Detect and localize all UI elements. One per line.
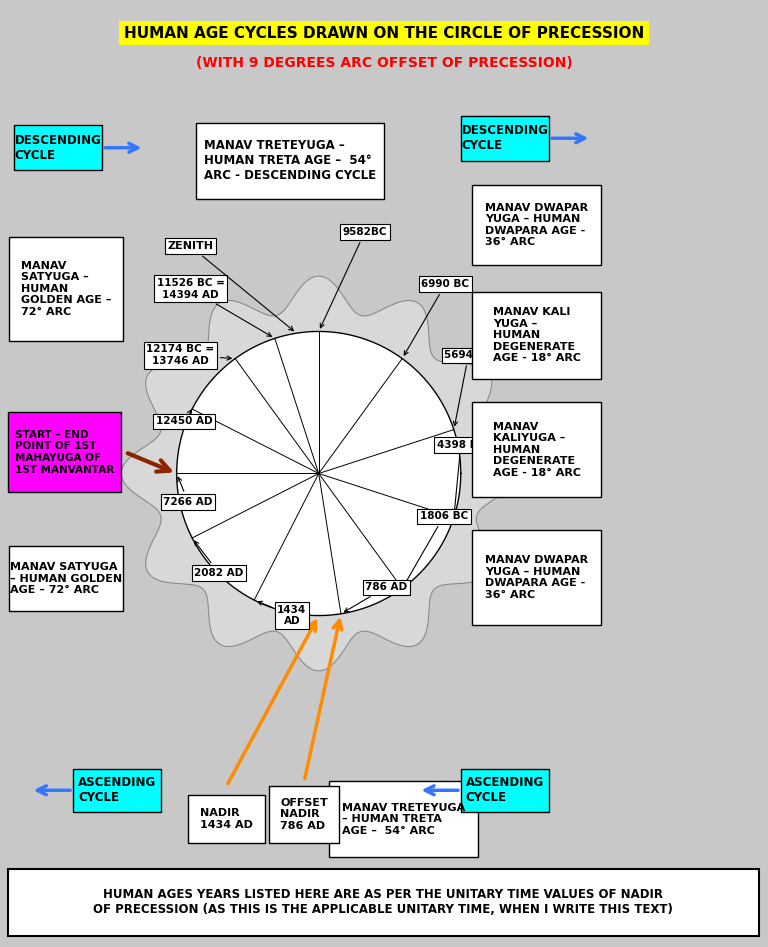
FancyBboxPatch shape <box>329 781 478 857</box>
FancyBboxPatch shape <box>461 116 549 161</box>
FancyBboxPatch shape <box>472 292 601 379</box>
Text: OFFSET
NADIR
786 AD: OFFSET NADIR 786 AD <box>280 797 328 831</box>
Text: 9582BC: 9582BC <box>320 227 387 328</box>
Text: HUMAN AGES YEARS LISTED HERE ARE AS PER THE UNITARY TIME VALUES OF NADIR
OF PREC: HUMAN AGES YEARS LISTED HERE ARE AS PER … <box>93 888 674 917</box>
Text: ZENITH: ZENITH <box>167 241 293 331</box>
FancyBboxPatch shape <box>472 185 601 265</box>
Text: 2082 AD: 2082 AD <box>194 541 243 578</box>
Text: HUMAN AGE CYCLES DRAWN ON THE CIRCLE OF PRECESSION: HUMAN AGE CYCLES DRAWN ON THE CIRCLE OF … <box>124 26 644 41</box>
Text: MANAV KALI
YUGA –
HUMAN
DEGENERATE
AGE - 18° ARC: MANAV KALI YUGA – HUMAN DEGENERATE AGE -… <box>493 307 581 364</box>
Text: 12174 BC =
13746 AD: 12174 BC = 13746 AD <box>147 345 231 366</box>
Text: MANAV DWAPAR
YUGA – HUMAN
DWAPARA AGE -
36° ARC: MANAV DWAPAR YUGA – HUMAN DWAPARA AGE - … <box>485 203 588 247</box>
Text: DESCENDING
CYCLE: DESCENDING CYCLE <box>462 124 548 152</box>
Text: MANAV DWAPAR
YUGA – HUMAN
DWAPARA AGE -
36° ARC: MANAV DWAPAR YUGA – HUMAN DWAPARA AGE - … <box>485 555 588 600</box>
Polygon shape <box>121 277 516 670</box>
FancyBboxPatch shape <box>14 125 102 170</box>
Text: MANAV
KALIYUGA –
HUMAN
DEGENERATE
AGE - 18° ARC: MANAV KALIYUGA – HUMAN DEGENERATE AGE - … <box>493 421 581 478</box>
Text: ASCENDING
CYCLE: ASCENDING CYCLE <box>78 777 156 804</box>
Text: 7266 AD: 7266 AD <box>164 477 213 507</box>
Text: 11526 BC =
14394 AD: 11526 BC = 14394 AD <box>157 278 271 336</box>
Text: 1434
AD: 1434 AD <box>258 601 306 626</box>
Text: START – END
POINT OF 1ST
MAHAYUGA OF
1ST MANVANTAR: START – END POINT OF 1ST MAHAYUGA OF 1ST… <box>15 430 114 474</box>
FancyBboxPatch shape <box>472 530 601 625</box>
Text: 5694 BC: 5694 BC <box>445 350 492 425</box>
Text: 1806 BC: 1806 BC <box>404 511 468 585</box>
Text: DESCENDING
CYCLE: DESCENDING CYCLE <box>15 134 101 162</box>
Polygon shape <box>177 331 461 616</box>
FancyBboxPatch shape <box>9 237 123 341</box>
Text: MANAV TRETEYUGA
– HUMAN TRETA
AGE –  54° ARC: MANAV TRETEYUGA – HUMAN TRETA AGE – 54° … <box>342 802 465 836</box>
FancyBboxPatch shape <box>8 412 121 492</box>
FancyBboxPatch shape <box>8 869 759 936</box>
FancyBboxPatch shape <box>269 786 339 843</box>
FancyBboxPatch shape <box>9 546 123 611</box>
FancyBboxPatch shape <box>472 402 601 497</box>
Text: MANAV
SATYUGA –
HUMAN
GOLDEN AGE –
72° ARC: MANAV SATYUGA – HUMAN GOLDEN AGE – 72° A… <box>21 260 111 317</box>
FancyBboxPatch shape <box>196 123 384 199</box>
Text: NADIR
1434 AD: NADIR 1434 AD <box>200 809 253 830</box>
FancyBboxPatch shape <box>461 769 549 812</box>
Text: 6990 BC: 6990 BC <box>404 279 469 355</box>
Text: MANAV SATYUGA
– HUMAN GOLDEN
AGE – 72° ARC: MANAV SATYUGA – HUMAN GOLDEN AGE – 72° A… <box>10 562 122 596</box>
FancyBboxPatch shape <box>73 769 161 812</box>
Text: 12450 AD: 12450 AD <box>156 410 213 426</box>
Text: 786 AD: 786 AD <box>344 582 407 612</box>
Text: 4398 BC: 4398 BC <box>437 440 485 513</box>
Text: (WITH 9 DEGREES ARC OFFSET OF PRECESSION): (WITH 9 DEGREES ARC OFFSET OF PRECESSION… <box>196 56 572 69</box>
FancyBboxPatch shape <box>188 795 265 843</box>
Text: MANAV TRETEYUGA –
HUMAN TRETA AGE –  54°
ARC - DESCENDING CYCLE: MANAV TRETEYUGA – HUMAN TRETA AGE – 54° … <box>204 139 376 183</box>
Text: ASCENDING
CYCLE: ASCENDING CYCLE <box>466 777 544 804</box>
